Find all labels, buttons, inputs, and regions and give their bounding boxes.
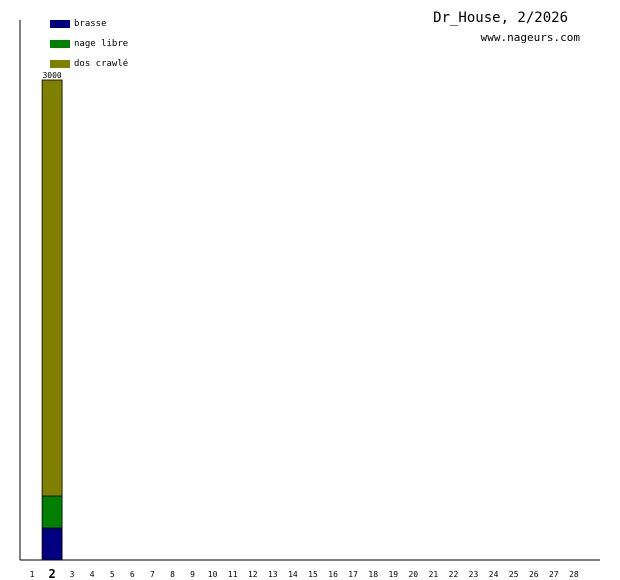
x-tick-label: 4 [90,570,95,579]
x-tick-label: 8 [170,570,175,579]
x-tick-label: 12 [248,570,258,579]
x-tick-labels: 1 2 3 4 5 6 7 8 9 10 11 12 13 14 15 16 17 18 19 20 21 22 23 24 2… [30,567,579,580]
chart-title: Dr_House, 2/2026 [433,10,568,26]
x-tick-label: 18 [368,570,378,579]
legend-item-nage-libre: nage libre [50,34,128,54]
x-tick-label: 28 [569,570,579,579]
legend-swatch-dos-crawle [50,60,70,68]
legend-item-dos-crawle: dos crawlé [50,54,128,74]
x-tick-label: 21 [429,570,439,579]
x-tick-label: 7 [150,570,155,579]
legend-swatch-brasse [50,20,70,28]
x-tick-label: 5 [110,570,115,579]
x-tick-label: 2 [48,567,55,580]
x-tick-label: 11 [228,570,238,579]
legend-item-brasse: brasse [50,14,128,34]
x-tick-label: 14 [288,570,298,579]
x-tick-label: 3 [70,570,75,579]
x-tick-label: 13 [268,570,278,579]
x-tick-label: 1 [30,570,35,579]
x-tick-label: 26 [529,570,539,579]
x-tick-label: 19 [388,570,398,579]
legend: brasse nage libre dos crawlé [50,14,128,74]
legend-label: dos crawlé [74,59,129,69]
bar-labels: 3000 [42,71,61,80]
bars [41,79,63,561]
x-tick-label: 24 [489,570,499,579]
site-link[interactable]: www.nageurs.com [480,31,580,44]
x-tick-label: 20 [408,570,418,579]
bar-total-label: 3000 [42,71,61,80]
x-tick-label: 17 [348,570,358,579]
x-tick-label: 6 [130,570,135,579]
legend-label: brasse [74,19,107,29]
x-tick-label: 10 [208,570,218,579]
legend-swatch-nage-libre [50,40,70,48]
bar-segment-nage-libre [41,495,63,529]
x-tick-label: 23 [469,570,479,579]
x-tick-label: 9 [190,570,195,579]
bar-segment-brasse [41,527,63,561]
x-tick-label: 25 [509,570,519,579]
x-tick-label: 16 [328,570,338,579]
x-tick-label: 27 [549,570,559,579]
legend-label: nage libre [74,39,129,49]
bar-segment-dos-crawl- [41,79,63,497]
x-tick-label: 15 [308,570,318,579]
x-tick-label: 22 [449,570,459,579]
